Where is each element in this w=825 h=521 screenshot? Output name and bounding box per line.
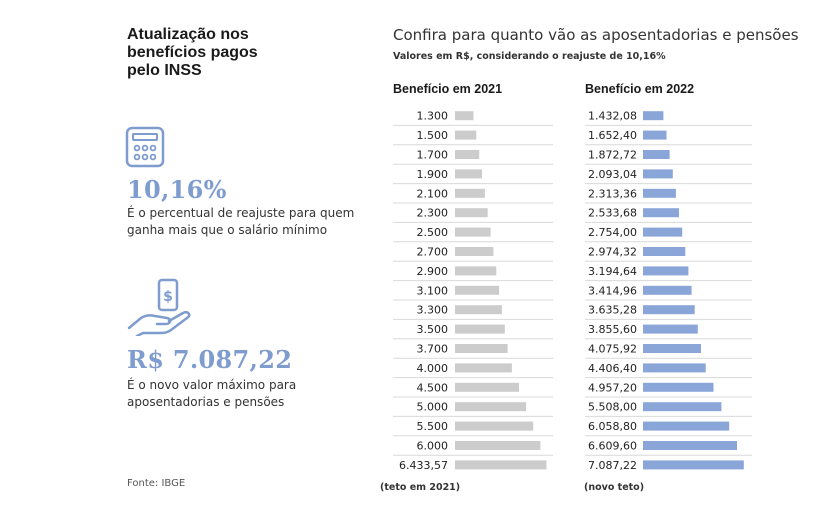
bar-2022 (643, 130, 667, 140)
value-label-2021: 2.100 (417, 187, 449, 200)
stat-teto-value: R$ 7.087,22 (127, 345, 293, 374)
bar-2022 (643, 441, 737, 450)
value-label-2021: 1.500 (417, 129, 449, 142)
bar-2022 (643, 266, 689, 276)
value-label-2021: 5.500 (417, 420, 449, 433)
value-label-2021: 3.700 (417, 343, 449, 356)
value-label-2021: 3.100 (417, 284, 449, 297)
bar-2021 (455, 402, 527, 412)
hand-money-icon: $ (127, 278, 191, 336)
bar-2022 (643, 324, 698, 334)
bar-2021 (455, 247, 494, 256)
value-label-2022: 4.957,20 (588, 381, 637, 394)
bar-2022 (643, 363, 706, 373)
bar-2022 (643, 188, 676, 198)
value-label-2022: 6.058,80 (588, 420, 637, 433)
bar-2021 (455, 344, 508, 353)
value-label-2022: 4.406,40 (588, 362, 637, 375)
value-label-2022: 2.313,36 (588, 187, 637, 200)
value-label-2022: 5.508,00 (588, 401, 637, 414)
value-label-2022: 3.855,60 (588, 323, 637, 336)
bar-2021 (455, 150, 480, 159)
bar-2022 (643, 150, 670, 159)
bar-2022 (643, 402, 722, 412)
bar-2021 (455, 285, 500, 295)
value-label-2021: 2.500 (417, 226, 449, 239)
value-label-2021: 5.000 (417, 401, 449, 414)
footnote-2022: (novo teto) (584, 482, 645, 493)
value-label-2021: 2.300 (417, 207, 449, 220)
value-label-2022: 7.087,22 (588, 459, 637, 472)
value-label-2021: 2.900 (417, 265, 449, 278)
value-label-2021: 1.300 (417, 110, 449, 123)
bar-2022 (643, 111, 664, 121)
column-header-2022: Benefício em 2022 (585, 82, 695, 96)
value-label-2021: 1.900 (417, 168, 449, 181)
value-label-2021: 3.300 (417, 304, 449, 317)
bar-2022 (643, 227, 683, 237)
value-label-2021: 2.700 (417, 246, 449, 259)
value-label-2022: 2.974,32 (588, 246, 637, 259)
column-header-2021: Benefício em 2021 (393, 82, 503, 96)
svg-text:$: $ (163, 289, 173, 305)
bar-2021 (455, 324, 505, 334)
value-label-2022: 3.635,28 (588, 304, 637, 317)
value-label-2021: 4.000 (417, 362, 449, 375)
value-label-2021: 1.700 (417, 149, 449, 162)
value-label-2022: 2.533,68 (588, 207, 637, 220)
bar-2022 (643, 421, 730, 431)
value-label-2021: 6.000 (417, 440, 449, 453)
bar-2021 (455, 305, 502, 315)
bar-2021 (455, 421, 534, 431)
bar-2021 (455, 460, 547, 470)
bar-2022 (643, 460, 744, 470)
bar-2022 (643, 344, 701, 353)
value-label-2022: 3.414,96 (588, 284, 637, 297)
value-label-2022: 1.432,08 (588, 110, 637, 123)
bar-2021 (455, 188, 485, 198)
bar-2021 (455, 208, 488, 218)
stat-reajuste-value: 10,16% (127, 175, 227, 204)
bar-2021 (455, 363, 512, 373)
value-label-2021: 6.433,57 (399, 459, 448, 472)
bar-2022 (643, 247, 686, 256)
stat-teto-description: É o novo valor máximo para aposentadoria… (127, 378, 297, 409)
stat-reajuste-description: É o percentual de reajuste para quem gan… (127, 206, 355, 237)
value-label-2022: 1.652,40 (588, 129, 637, 142)
bar-2022 (643, 285, 692, 295)
bar-2021 (455, 266, 497, 276)
value-label-2022: 2.754,00 (588, 226, 637, 239)
chart-title: Confira para quanto vão as aposentadoria… (393, 26, 799, 44)
bar-2021 (455, 227, 491, 237)
bar-2021 (455, 111, 474, 121)
source-note: Fonte: IBGE (127, 478, 186, 489)
headline: Atualização nos benefícios pagos pelo IN… (127, 26, 258, 79)
value-label-2022: 2.093,04 (588, 168, 637, 181)
bar-2021 (455, 169, 482, 179)
value-label-2022: 6.609,60 (588, 440, 637, 453)
bar-2022 (643, 305, 695, 315)
bar-2022 (643, 382, 714, 392)
calculator-icon (125, 126, 165, 168)
value-label-2022: 4.075,92 (588, 343, 637, 356)
bar-2021 (455, 441, 541, 450)
chart-subtitle: Valores em R$, considerando o reajuste d… (393, 51, 666, 62)
bar-2021 (455, 130, 477, 140)
value-label-2021: 3.500 (417, 323, 449, 336)
value-label-2022: 3.194,64 (588, 265, 637, 278)
bar-2021 (455, 382, 519, 392)
bar-2022 (643, 169, 673, 179)
value-label-2021: 4.500 (417, 381, 449, 394)
value-label-2022: 1.872,72 (588, 149, 637, 162)
footnote-2021: (teto em 2021) (380, 482, 461, 493)
bar-2022 (643, 208, 679, 218)
